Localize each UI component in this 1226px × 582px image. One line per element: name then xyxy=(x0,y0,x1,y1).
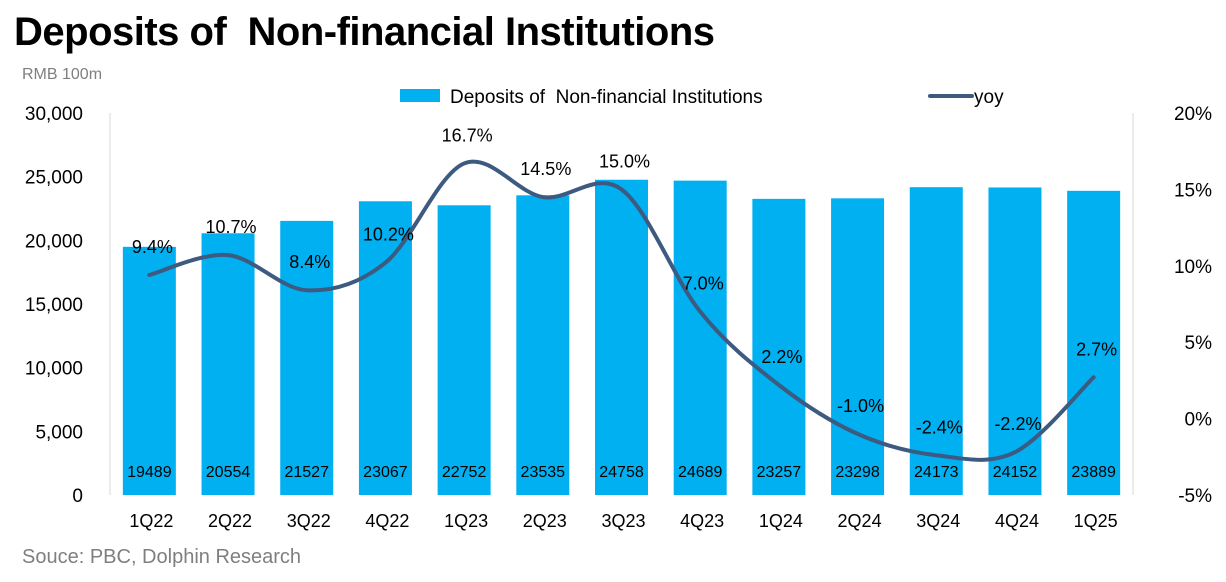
right-tick-label: 0% xyxy=(1185,410,1213,431)
yoy-value-label: 2.2% xyxy=(761,347,802,367)
bar-1Q22 xyxy=(122,246,176,495)
bar-1Q25 xyxy=(1067,190,1121,495)
bar-2Q23 xyxy=(516,195,570,496)
left-tick-label: 10,000 xyxy=(25,359,83,380)
left-tick-label: 20,000 xyxy=(25,231,83,252)
bar-value-label: 23535 xyxy=(521,464,566,481)
yoy-value-label: 10.2% xyxy=(363,225,414,245)
bar-4Q23 xyxy=(673,180,727,495)
bar-value-label: 24758 xyxy=(599,464,644,481)
bar-value-label: 24689 xyxy=(678,464,723,481)
right-tick-label: -5% xyxy=(1178,486,1212,507)
yoy-value-label: 9.4% xyxy=(132,237,173,257)
x-tick-label: 3Q23 xyxy=(601,511,645,531)
x-tick-label: 1Q22 xyxy=(129,511,173,531)
left-tick-label: 0 xyxy=(72,486,83,507)
yoy-value-label: 15.0% xyxy=(599,151,650,171)
bar-value-label: 21527 xyxy=(284,464,329,481)
yoy-value-label: 2.7% xyxy=(1076,339,1117,359)
left-tick-label: 5,000 xyxy=(35,422,83,443)
bar-2Q24 xyxy=(831,198,885,495)
right-tick-label: 10% xyxy=(1174,257,1212,278)
x-tick-label: 2Q22 xyxy=(208,511,252,531)
chart-title: Deposits of Non-financial Institutions xyxy=(14,10,715,54)
legend-line-label: yoy xyxy=(974,87,1004,108)
right-tick-label: 5% xyxy=(1185,333,1213,354)
yoy-value-label: 7.0% xyxy=(683,274,724,294)
yoy-value-label: 14.5% xyxy=(520,159,571,179)
unit-label: RMB 100m xyxy=(22,66,103,83)
x-tick-label: 2Q24 xyxy=(838,511,882,531)
bar-value-label: 24173 xyxy=(914,464,959,481)
yoy-value-label: 10.7% xyxy=(206,217,257,237)
bar-value-label: 22752 xyxy=(442,464,487,481)
bar-value-label: 23889 xyxy=(1071,464,1116,481)
bar-value-label: 23298 xyxy=(835,464,880,481)
source-note: Souce: PBC, Dolphin Research xyxy=(22,546,302,568)
bar-value-label: 20554 xyxy=(206,464,251,481)
bar-3Q22 xyxy=(280,220,334,495)
bar-1Q23 xyxy=(437,205,491,495)
bar-2Q22 xyxy=(201,233,255,496)
x-tick-label: 4Q23 xyxy=(680,511,724,531)
yoy-value-label: 8.4% xyxy=(289,252,330,272)
right-tick-label: 20% xyxy=(1174,104,1212,125)
left-tick-label: 15,000 xyxy=(25,295,83,316)
yoy-value-label: -2.2% xyxy=(994,414,1041,434)
yoy-value-label: -1.0% xyxy=(837,396,884,416)
x-tick-label: 1Q25 xyxy=(1074,511,1118,531)
x-tick-label: 1Q23 xyxy=(444,511,488,531)
left-tick-label: 30,000 xyxy=(25,104,83,125)
legend-bar-label: Deposits of Non-financial Institutions xyxy=(450,87,763,108)
bar-value-label: 23067 xyxy=(363,464,408,481)
yoy-value-label: 16.7% xyxy=(442,125,493,145)
x-tick-label: 1Q24 xyxy=(759,511,803,531)
yoy-value-label: -2.4% xyxy=(916,417,963,437)
bar-3Q24 xyxy=(909,187,963,495)
x-tick-label: 4Q24 xyxy=(995,511,1039,531)
legend-bar-swatch xyxy=(400,89,440,102)
x-tick-label: 3Q22 xyxy=(287,511,331,531)
left-tick-label: 25,000 xyxy=(25,168,83,189)
bar-4Q24 xyxy=(988,187,1042,495)
yoy-line xyxy=(147,159,1096,462)
bar-value-label: 19489 xyxy=(127,464,172,481)
bar-1Q24 xyxy=(752,198,806,495)
bar-3Q23 xyxy=(595,179,648,495)
bar-value-label: 24152 xyxy=(993,464,1038,481)
x-tick-label: 4Q22 xyxy=(365,511,409,531)
bar-4Q22 xyxy=(358,201,412,495)
right-tick-label: 15% xyxy=(1174,180,1212,201)
bar-value-label: 23257 xyxy=(757,464,802,481)
x-tick-label: 3Q24 xyxy=(916,511,960,531)
x-tick-label: 2Q23 xyxy=(523,511,567,531)
